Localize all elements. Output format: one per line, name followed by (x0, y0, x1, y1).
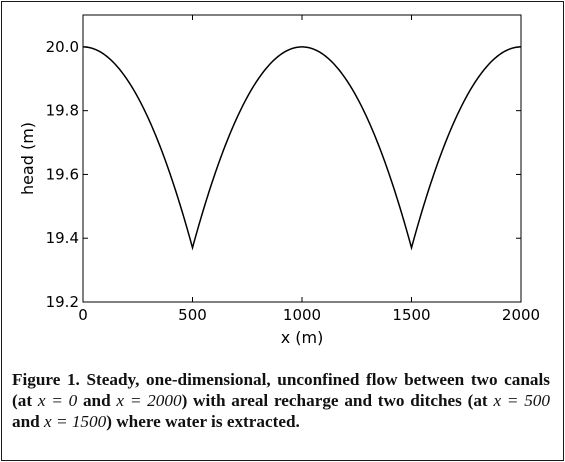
caption-eq: x = 2000 (116, 391, 182, 410)
y-tick-label: 19.6 (46, 165, 79, 183)
caption-label: Figure 1. (12, 370, 80, 389)
caption-text: and (77, 391, 117, 410)
caption-text: ) where water is extracted. (106, 412, 300, 431)
plot-area (82, 14, 522, 303)
y-axis-label: head (m) (18, 122, 37, 195)
head-chart: 0 500 1000 1500 2000 19.2 19.4 19.6 19.8 20.0 x … (18, 14, 540, 347)
head-series-line (82, 46, 522, 251)
y-tick-label: 19.8 (46, 102, 79, 120)
y-axis: 19.2 19.4 19.6 19.8 20.0 (46, 38, 521, 311)
caption-eq: x = 0 (37, 391, 78, 410)
caption-text: Steady, one-dimensional, unconfined flow… (12, 370, 550, 410)
x-tick-label: 1000 (283, 306, 321, 324)
y-tick-label: 19.4 (46, 229, 79, 247)
y-tick-label: 20.0 (46, 38, 79, 56)
x-tick-label: 1500 (392, 306, 430, 324)
caption-text: and (12, 412, 45, 431)
y-tick-label: 19.2 (46, 293, 79, 311)
x-tick-label: 0 (78, 306, 88, 324)
caption-text: ) with areal recharge and two ditches (a… (181, 391, 494, 410)
x-axis: 0 500 1000 1500 2000 (78, 15, 540, 324)
caption-eq: x = 500 (493, 391, 550, 410)
x-tick-label: 500 (178, 306, 207, 324)
x-axis-label: x (m) (281, 328, 324, 347)
x-tick-label: 2000 (502, 306, 540, 324)
caption-eq: x = 1500 (44, 412, 107, 431)
figure-caption: Figure 1. Steady, one-dimensional, uncon… (12, 369, 550, 432)
